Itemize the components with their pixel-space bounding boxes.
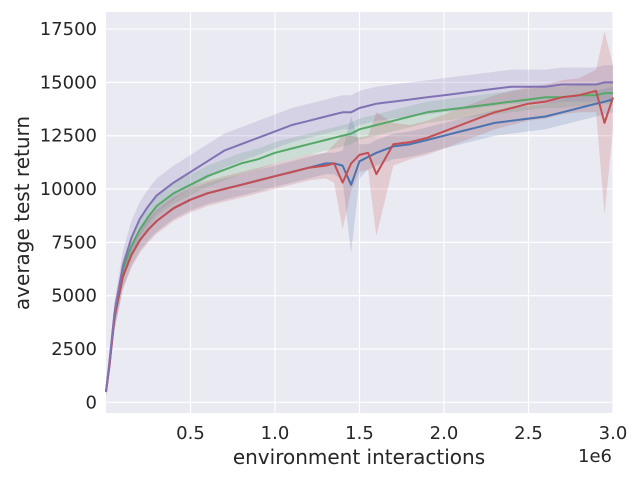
y-tick-labels: 0 2500 5000 7500 10000 12500 15000 17500 [40, 19, 97, 413]
x-offset-label: 1e6 [578, 446, 612, 467]
y-tick-label: 12500 [40, 126, 97, 147]
y-axis-label: average test return [10, 116, 34, 310]
y-tick-label: 5000 [51, 286, 97, 307]
x-tick-label: 0.5 [176, 423, 205, 444]
y-tick-label: 15000 [40, 72, 97, 93]
x-tick-label: 1.0 [261, 423, 290, 444]
y-tick-label: 7500 [51, 232, 97, 253]
x-tick-label: 2.5 [514, 423, 543, 444]
series-lines [105, 81, 614, 392]
y-tick-label: 0 [86, 392, 97, 413]
y-tick-label: 17500 [40, 19, 97, 40]
series-0-band [106, 86, 613, 396]
series-2-band [106, 82, 613, 396]
series-3-band [106, 31, 613, 396]
x-tick-label: 2.0 [430, 423, 459, 444]
series-2-line [105, 92, 613, 392]
x-axis-label: environment interactions [233, 445, 485, 469]
x-tick-labels: 0.5 1.0 1.5 2.0 2.5 3.0 [176, 423, 627, 444]
x-tick-label: 3.0 [599, 423, 628, 444]
series-4-line [105, 81, 613, 392]
series-3-line [105, 89, 614, 392]
grid-lines [106, 12, 614, 413]
y-tick-label: 2500 [51, 339, 97, 360]
y-tick-label: 10000 [40, 179, 97, 200]
x-tick-label: 1.5 [345, 423, 374, 444]
